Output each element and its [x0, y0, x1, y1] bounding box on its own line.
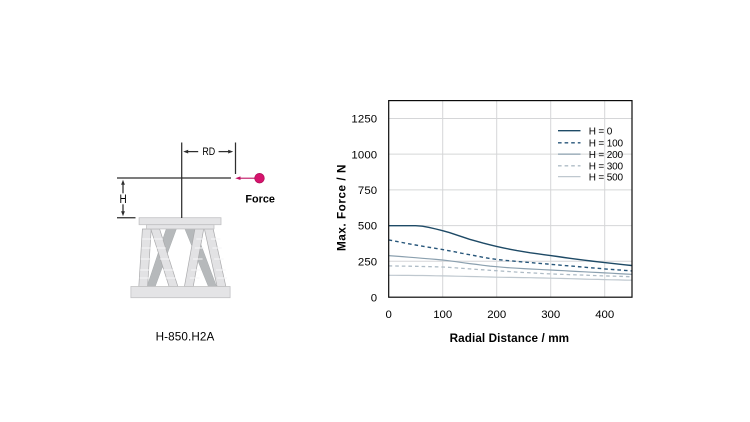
svg-text:Max. Force / N: Max. Force / N — [335, 164, 348, 251]
svg-text:1000: 1000 — [351, 149, 377, 161]
svg-text:Force: Force — [245, 193, 274, 205]
svg-text:H = 300: H = 300 — [589, 162, 624, 173]
svg-text:100: 100 — [433, 309, 452, 321]
svg-text:750: 750 — [358, 185, 377, 197]
svg-text:H: H — [119, 193, 126, 206]
svg-text:H-850.H2A: H-850.H2A — [156, 331, 215, 344]
svg-text:0: 0 — [371, 292, 378, 304]
svg-text:300: 300 — [541, 309, 560, 321]
svg-text:RD: RD — [202, 146, 215, 158]
svg-text:H = 100: H = 100 — [589, 139, 624, 150]
svg-text:H = 200: H = 200 — [589, 150, 624, 161]
svg-text:H = 0: H = 0 — [589, 127, 613, 138]
svg-text:400: 400 — [595, 309, 614, 321]
svg-text:Radial Distance / mm: Radial Distance / mm — [450, 332, 570, 345]
svg-text:H = 500: H = 500 — [589, 172, 624, 183]
svg-text:1250: 1250 — [351, 114, 377, 126]
svg-text:200: 200 — [487, 309, 506, 321]
svg-text:0: 0 — [386, 309, 392, 321]
svg-text:250: 250 — [358, 256, 377, 268]
svg-text:500: 500 — [358, 221, 377, 233]
